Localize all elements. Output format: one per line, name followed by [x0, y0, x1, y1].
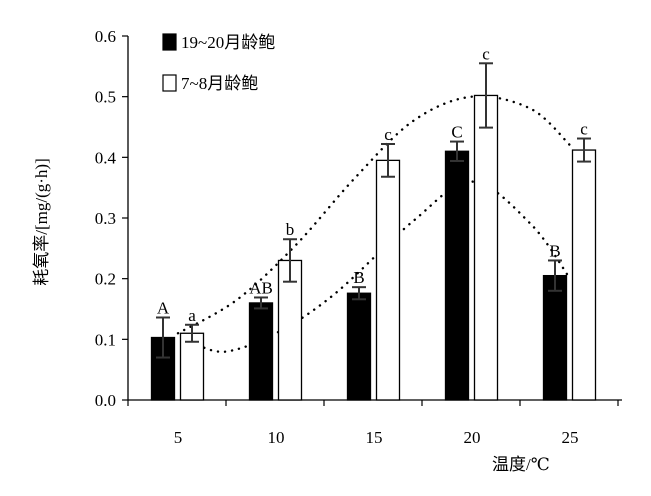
bar [542, 274, 568, 401]
significance-letter: b [286, 220, 295, 239]
y-tick-label: 0.6 [95, 27, 116, 46]
significance-labels: A AB B C Ba b c c c [157, 44, 588, 324]
bar [346, 292, 372, 401]
bar [444, 150, 470, 401]
y-tick-label: 0.0 [95, 391, 116, 410]
x-tick-label: 20 [464, 428, 481, 447]
y-tick-label: 0.5 [95, 88, 116, 107]
significance-letter: AB [249, 278, 273, 297]
bar [179, 332, 205, 401]
trend-lines [176, 95, 572, 354]
x-tick-label: 25 [562, 428, 579, 447]
bar [248, 302, 274, 401]
y-axis-label: 耗氧率/[mg/(g·h)] [32, 158, 51, 285]
significance-letter: c [482, 44, 490, 63]
trend-line [176, 95, 572, 335]
legend-label-series-2: 7~8月龄鲍 [181, 74, 258, 93]
bar [571, 149, 597, 401]
significance-letter: c [580, 120, 588, 139]
significance-letter: B [549, 241, 560, 260]
legend-label-series-1: 19~20月龄鲍 [181, 33, 275, 52]
x-tick-label: 15 [366, 428, 383, 447]
y-tick-label: 0.1 [95, 330, 116, 349]
y-tick-label: 0.3 [95, 209, 116, 228]
chart-axes: 0.0 0.1 0.2 0.3 0.4 0.5 0.6 5 10 15 20 25 [95, 27, 622, 447]
significance-letter: B [353, 268, 364, 287]
bar [375, 159, 401, 401]
y-tick-label: 0.2 [95, 270, 116, 289]
bar [473, 94, 499, 401]
significance-letter: a [188, 306, 196, 325]
significance-letter: c [384, 125, 392, 144]
legend-swatch-series-2 [162, 74, 177, 92]
x-tick-label: 5 [174, 428, 183, 447]
legend-swatch-series-1 [162, 33, 177, 51]
significance-letter: C [451, 123, 462, 142]
x-axis-label: 温度/℃ [492, 455, 550, 474]
significance-letter: A [157, 298, 170, 317]
legend: 19~20月龄鲍 7~8月龄鲍 [162, 33, 275, 93]
bars [150, 62, 597, 401]
y-tick-label: 0.4 [95, 148, 117, 167]
x-tick-label: 10 [268, 428, 285, 447]
